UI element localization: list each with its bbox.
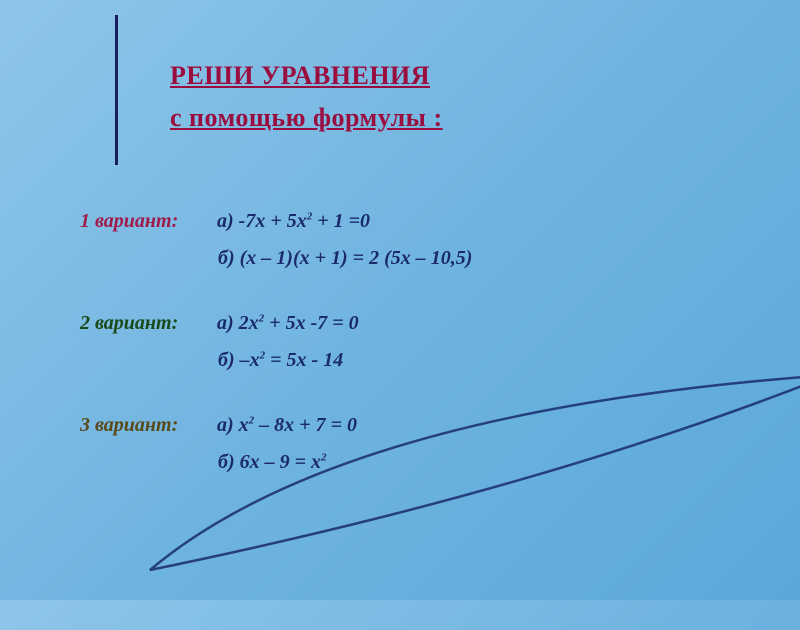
variant-2-eq-b: б) –х2 = 5х - 14 <box>218 349 472 372</box>
title-block: РЕШИ УРАВНЕНИЯ с помощью формулы : <box>170 55 443 138</box>
variant-2-row-a: 2 вариант: а) 2х2 + 5х -7 = 0 <box>80 312 472 335</box>
vertical-divider <box>115 15 118 165</box>
variant-1-eq-a: а) -7х + 5х2 + 1 =0 <box>217 210 370 233</box>
eq-text: – 8х + 7 = 0 <box>254 414 357 436</box>
eq-text: б) –х <box>218 349 260 371</box>
variant-1-label: 1 вариант: <box>80 210 195 233</box>
variant-3: 3 вариант: а) х2 – 8х + 7 = 0 б) 6х – 9 … <box>80 414 472 474</box>
title-line-2: с помощью формулы : <box>170 97 443 139</box>
variant-1: 1 вариант: а) -7х + 5х2 + 1 =0 б) (х – 1… <box>80 210 472 270</box>
variant-3-eq-a: а) х2 – 8х + 7 = 0 <box>217 414 357 437</box>
eq-text: а) -7х + 5х <box>217 210 307 232</box>
variant-2-label: 2 вариант: <box>80 312 195 335</box>
variant-3-row-a: 3 вариант: а) х2 – 8х + 7 = 0 <box>80 414 472 437</box>
variant-3-label: 3 вариант: <box>80 414 195 437</box>
variant-1-eq-b: б) (х – 1)(х + 1) = 2 (5х – 10,5) <box>218 247 472 270</box>
variant-2: 2 вариант: а) 2х2 + 5х -7 = 0 б) –х2 = 5… <box>80 312 472 372</box>
title-line-1: РЕШИ УРАВНЕНИЯ <box>170 55 443 97</box>
superscript: 2 <box>321 451 327 463</box>
variant-2-eq-a: а) 2х2 + 5х -7 = 0 <box>217 312 359 335</box>
eq-text: = 5х - 14 <box>265 349 343 371</box>
eq-text: а) 2х <box>217 312 259 334</box>
eq-text: + 5х -7 = 0 <box>264 312 358 334</box>
eq-text: б) 6х – 9 = х <box>218 451 321 473</box>
content-area: 1 вариант: а) -7х + 5х2 + 1 =0 б) (х – 1… <box>80 210 472 516</box>
variant-3-eq-b: б) 6х – 9 = х2 <box>218 451 472 474</box>
variant-1-row-a: 1 вариант: а) -7х + 5х2 + 1 =0 <box>80 210 472 233</box>
eq-text: а) х <box>217 414 249 436</box>
eq-text: + 1 =0 <box>312 210 370 232</box>
